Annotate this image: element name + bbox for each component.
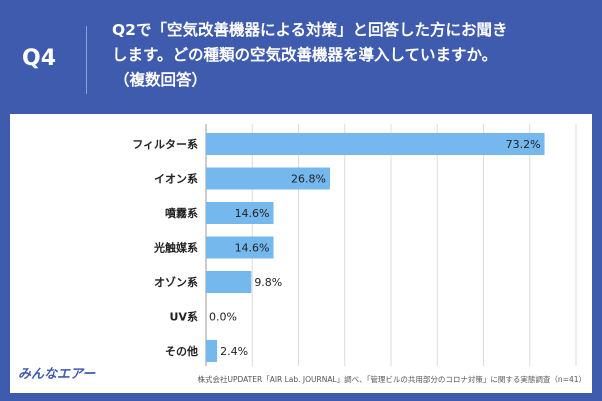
question-text: Q2で「空気改善機器による対策」と回答した方にお聞き します。どの種類の空気改善… [112,18,582,93]
bar [206,271,252,293]
value-label: 14.6% [235,207,270,220]
source-note: 株式会社UPDATER「AIR Lab. JOURNAL」調べ、「管理ビルの共用… [197,375,586,384]
bar [206,133,545,155]
value-label: 14.6% [235,242,270,255]
category-label: オゾン系 [154,275,198,289]
value-label: 73.2% [506,138,541,151]
bar [206,340,218,362]
bar [206,202,274,224]
value-label: 9.8% [254,276,282,289]
category-label: その他 [165,344,198,358]
question-line-2: します。どの種類の空気改善機器を導入していますか。 [112,46,498,64]
chart-panel [10,114,592,393]
question-number: Q4 [22,46,57,71]
category-label: 噴霧系 [165,206,198,220]
question-line-1: Q2で「空気改善機器による対策」と回答した方にお聞き [112,21,508,39]
question-line-3: （複数回答） [114,71,208,89]
category-label: UV系 [170,310,198,324]
brand-logo: みんなエアー [18,367,96,382]
value-label: 2.4% [220,345,248,358]
value-label: 0.0% [209,311,237,324]
header-divider [86,26,87,94]
value-label: 26.8% [291,173,326,186]
bar [206,167,330,190]
bar [206,236,274,259]
category-label: フィルター系 [132,137,198,151]
category-label: イオン系 [154,172,198,186]
category-label: 光触媒系 [153,241,198,255]
